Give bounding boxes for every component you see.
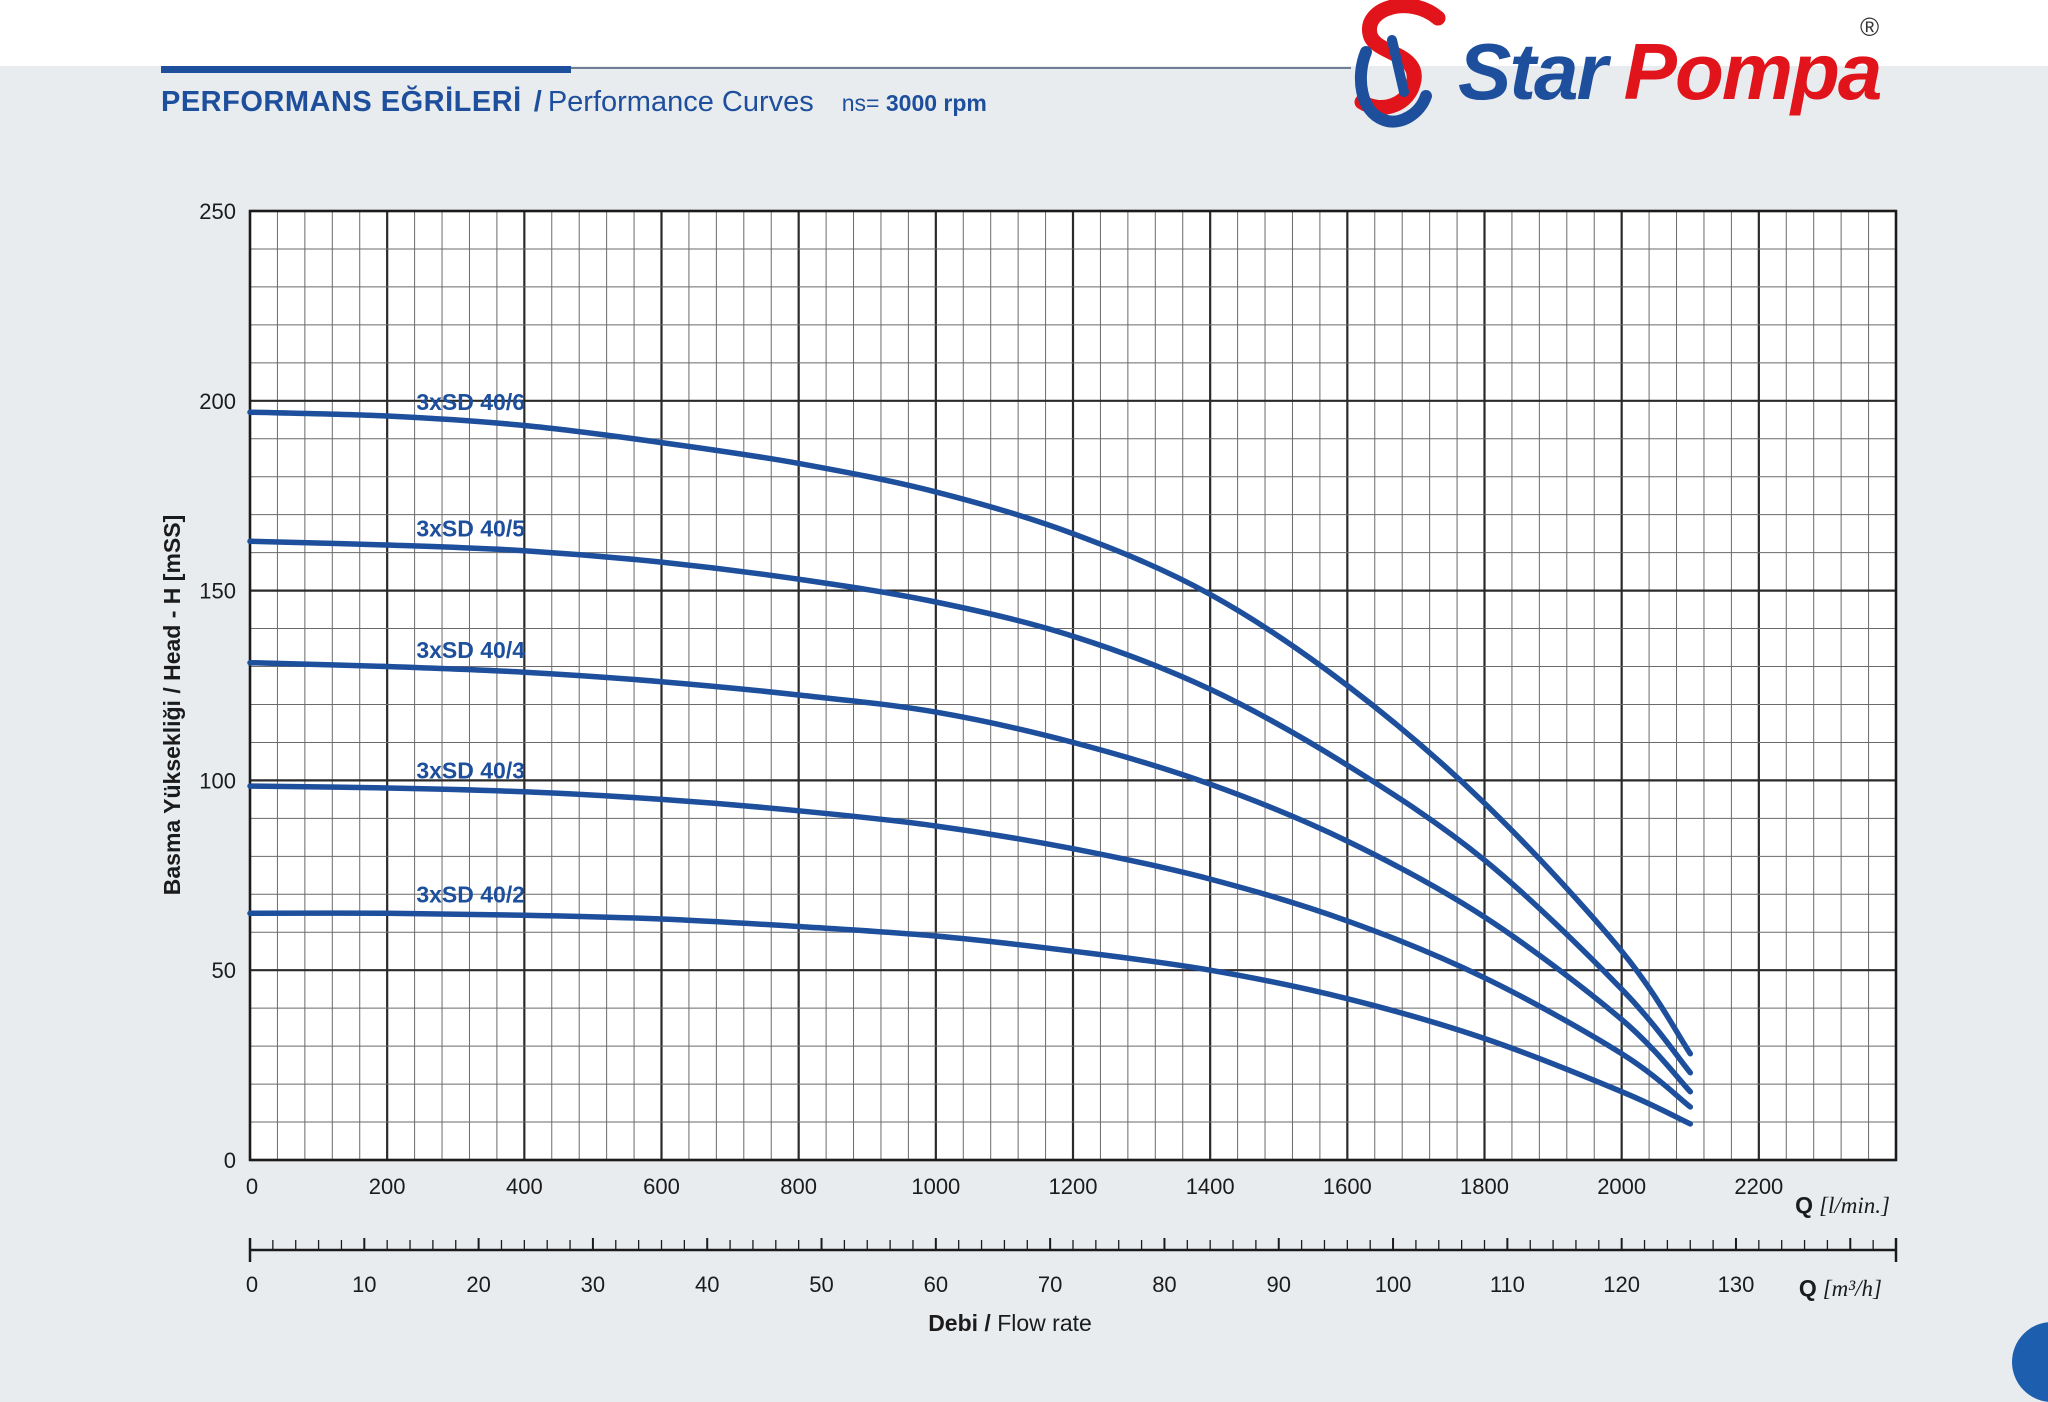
speed-value: 3000 rpm xyxy=(885,90,987,116)
secondary-x-tick-label: 20 xyxy=(466,1272,490,1297)
y-tick-label: 100 xyxy=(199,768,236,793)
secondary-x-tick-label: 0 xyxy=(246,1272,258,1297)
series-label: 3xSD 40/4 xyxy=(416,637,525,663)
secondary-x-tick-label: 80 xyxy=(1152,1272,1176,1297)
y-axis-label: Basma Yüksekliği / Head - H [mSS] xyxy=(159,515,185,896)
x-tick-label: 200 xyxy=(369,1174,406,1199)
secondary-x-tick-label: 120 xyxy=(1603,1272,1640,1297)
registered-mark: ® xyxy=(1860,12,1880,42)
y-tick-label: 0 xyxy=(224,1148,236,1173)
series-line xyxy=(247,538,1694,1076)
x-tick-label: 2000 xyxy=(1597,1174,1646,1199)
top-band xyxy=(0,0,2048,66)
header-rule-thin xyxy=(571,67,1351,69)
x-unit-top-text: [l/min.] xyxy=(1819,1193,1890,1218)
x-tick-label: 600 xyxy=(643,1174,680,1199)
series-label: 3xSD 40/6 xyxy=(416,389,525,415)
x-tick-label: 1600 xyxy=(1323,1174,1372,1199)
secondary-x-tick-label: 30 xyxy=(581,1272,605,1297)
secondary-x-tick-label: 60 xyxy=(924,1272,948,1297)
series-lines xyxy=(247,409,1694,1127)
series-line xyxy=(247,783,1694,1110)
x-unit-top-q: Q xyxy=(1795,1192,1813,1218)
secondary-x-tick-label: 50 xyxy=(809,1272,833,1297)
title-separator: / xyxy=(533,86,542,118)
series-line xyxy=(247,409,1694,1057)
page-title: PERFORMANS EĞRİLERİ / Performance Curves ns… xyxy=(161,86,987,119)
x-tick-label: 400 xyxy=(506,1174,543,1199)
y-tick-label: 150 xyxy=(199,579,236,604)
x-tick-label: 1200 xyxy=(1049,1174,1098,1199)
brand-name: Star Pompa xyxy=(1458,26,1883,118)
x-axis-label: Debi / Flow rate xyxy=(928,1310,1092,1336)
logo-mark-icon xyxy=(1354,0,1446,128)
brand-word-pompa: Pompa xyxy=(1623,27,1883,116)
y-tick-label: 200 xyxy=(199,389,236,414)
x-unit-bottom-text: [m³/h] xyxy=(1823,1276,1882,1301)
speed-label: ns= 3000 rpm xyxy=(842,90,987,116)
x-tick-label: 0 xyxy=(246,1174,258,1199)
x-tick-label: 1400 xyxy=(1186,1174,1235,1199)
x-unit-bottom-q: Q xyxy=(1799,1275,1817,1301)
x-unit-bottom: Q [m³/h] xyxy=(1799,1275,1882,1301)
secondary-x-tick-label: 90 xyxy=(1267,1272,1291,1297)
header-rule xyxy=(161,66,571,73)
x-tick-label: 1000 xyxy=(911,1174,960,1199)
x-tick-label: 800 xyxy=(780,1174,817,1199)
y-tick-label: 250 xyxy=(199,199,236,224)
brand-logo: Star Pompa ® xyxy=(1340,0,1900,140)
secondary-x-tick-label: 110 xyxy=(1490,1272,1525,1297)
series-label: 3xSD 40/2 xyxy=(416,881,525,907)
y-tick-label: 50 xyxy=(212,958,236,983)
speed-prefix: ns= xyxy=(841,90,880,116)
secondary-x-tick-label: 70 xyxy=(1038,1272,1062,1297)
x-unit-top: Q [l/min.] xyxy=(1795,1192,1890,1218)
x-tick-label: 1800 xyxy=(1460,1174,1509,1199)
grid xyxy=(248,209,1898,1162)
secondary-x-tick-label: 100 xyxy=(1375,1272,1412,1297)
secondary-x-axis: 0 10 20 30 40 50 60 70 80 90 100 110 120 130 xyxy=(246,1238,1898,1297)
secondary-x-tick-label: 130 xyxy=(1718,1272,1755,1297)
x-axis-label-text: Flow rate xyxy=(991,1310,1092,1336)
tick-labels: 0 50 100 150 200 250 0 200 400 600 800 1000 1200 1400… xyxy=(199,199,1783,1199)
plot-frame xyxy=(248,209,1898,1162)
title-english: Performance Curves xyxy=(547,86,814,118)
series-line xyxy=(247,910,1694,1127)
x-axis-label-bold: Debi / xyxy=(928,1310,991,1336)
series-labels: 3xSD 40/6 3xSD 40/5 3xSD 40/4 3xSD 40/3 3xSD… xyxy=(416,389,525,907)
secondary-x-tick-label: 40 xyxy=(695,1272,719,1297)
title-turkish: PERFORMANS EĞRİLERİ xyxy=(161,86,522,118)
series-label: 3xSD 40/3 xyxy=(416,757,525,783)
series-line xyxy=(247,659,1694,1095)
brand-word-star: Star xyxy=(1458,27,1608,116)
x-tick-label: 2200 xyxy=(1734,1174,1783,1199)
secondary-x-tick-label: 10 xyxy=(352,1272,376,1297)
series-label: 3xSD 40/5 xyxy=(416,516,525,542)
